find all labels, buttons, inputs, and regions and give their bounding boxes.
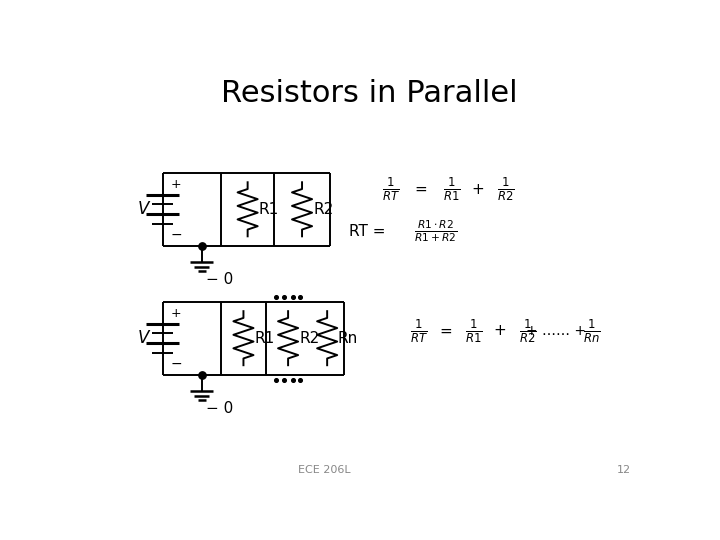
Text: V: V — [138, 200, 148, 218]
Text: +: + — [494, 323, 506, 339]
Text: −: − — [171, 357, 182, 371]
Point — [294, 375, 306, 384]
Text: +: + — [171, 178, 181, 191]
Text: =: = — [414, 182, 427, 197]
Text: $\frac{1}{RT}$: $\frac{1}{RT}$ — [382, 176, 400, 203]
Text: $\frac{1}{Rn}$: $\frac{1}{Rn}$ — [583, 317, 601, 345]
Text: −: − — [171, 228, 182, 242]
Text: $\frac{1}{RT}$: $\frac{1}{RT}$ — [410, 317, 428, 345]
Text: $\frac{1}{R1}$: $\frac{1}{R1}$ — [465, 317, 482, 345]
Text: V: V — [138, 329, 148, 347]
Point — [196, 241, 207, 250]
Text: =: = — [440, 323, 452, 339]
Text: RT =: RT = — [349, 224, 386, 239]
Text: $\frac{R1 \cdot R2}{R1+ R2}$: $\frac{R1 \cdot R2}{R1+ R2}$ — [414, 218, 458, 244]
Text: R1: R1 — [258, 202, 279, 217]
Text: +: + — [171, 307, 181, 320]
Text: + …… +: + …… + — [526, 324, 586, 338]
Point — [270, 293, 282, 301]
Point — [294, 293, 306, 301]
Point — [270, 375, 282, 384]
Text: Rn: Rn — [337, 330, 357, 346]
Point — [196, 370, 207, 379]
Point — [287, 293, 298, 301]
Text: +: + — [472, 182, 484, 197]
Point — [287, 375, 298, 384]
Text: $\frac{1}{R2}$: $\frac{1}{R2}$ — [519, 317, 537, 345]
Text: R2: R2 — [300, 330, 320, 346]
Point — [278, 375, 289, 384]
Text: − 0: − 0 — [206, 401, 233, 416]
Text: $\frac{1}{R2}$: $\frac{1}{R2}$ — [497, 176, 515, 203]
Text: ECE 206L: ECE 206L — [298, 465, 351, 475]
Point — [278, 293, 289, 301]
Text: $\frac{1}{R1}$: $\frac{1}{R1}$ — [443, 176, 460, 203]
Text: Resistors in Parallel: Resistors in Parallel — [221, 79, 517, 109]
Text: R2: R2 — [313, 202, 333, 217]
Text: R1: R1 — [255, 330, 275, 346]
Text: 12: 12 — [617, 465, 631, 475]
Text: − 0: − 0 — [206, 272, 233, 287]
